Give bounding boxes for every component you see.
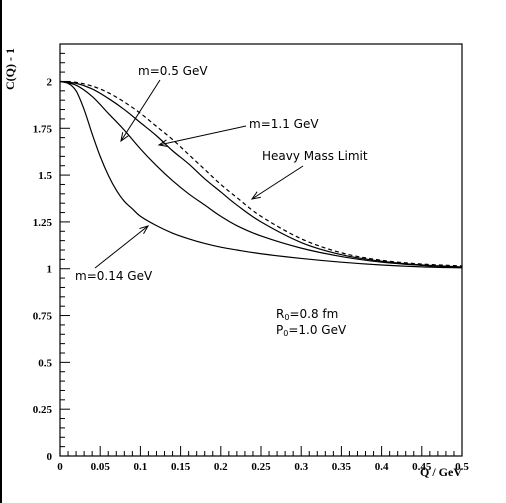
y-tick-label: 0.75 [33, 311, 53, 323]
arrowhead [157, 139, 168, 147]
param-p0: P0=1.0 GeV [276, 323, 347, 338]
params-block: R0=0.8 fm P0=1.0 GeV [276, 307, 347, 338]
annotation-m-1-1: m=1.1 GeV [249, 117, 319, 131]
y-tick-label: 1 [47, 264, 53, 276]
arrowhead [250, 191, 261, 200]
curve-heavy-mass-limit [59, 80, 463, 267]
x-tick-label: 0.2 [214, 461, 228, 473]
annotation-heavy-mass: Heavy Mass Limit [262, 149, 368, 163]
arrow-heavy-mass [251, 165, 304, 200]
arrow-m-0-14 [94, 225, 149, 269]
param-r0: R0=0.8 fm [276, 307, 338, 322]
y-tick-label: 1.75 [33, 123, 53, 135]
x-tick-label: 0.15 [171, 461, 191, 473]
y-tick-label: 0 [47, 451, 53, 463]
x-tick-label: 0.05 [91, 461, 111, 473]
annotation-m-0-14: m=0.14 GeV [75, 269, 153, 283]
frame-left-border [0, 0, 2, 503]
y-tick-label: 0.5 [38, 357, 52, 369]
x-tick-labels: 0 0.05 0.1 0.15 0.2 0.25 0.3 0.35 0.4 0.45 0.5 [57, 461, 469, 473]
plot-frame [59, 43, 463, 457]
x-tick-label: 0.5 [455, 461, 469, 473]
annotations: m=0.5 GeV m=1.1 GeV Heavy Mass Limit m=0… [75, 64, 368, 283]
x-axis-title: Q / GeV [420, 465, 462, 479]
curve-m-0-14 [59, 80, 463, 269]
y-tick-label: 2 [47, 76, 53, 88]
x-tick-label: 0.4 [375, 461, 389, 473]
arrowhead [120, 132, 129, 143]
curves [59, 80, 463, 269]
y-axis-title: C(Q) - 1 [3, 48, 17, 90]
curve-m-1-1 [59, 80, 463, 268]
x-tick-label: 0.35 [332, 461, 352, 473]
arrowhead [139, 225, 150, 235]
arrow-m-1-1 [158, 125, 247, 146]
curve-m-0-5 [59, 80, 463, 268]
y-tick-label: 0.25 [33, 404, 53, 416]
x-tick-label: 0.1 [134, 461, 148, 473]
y-tick-labels: 0 0.25 0.5 0.75 1 1.25 1.5 1.75 2 [33, 76, 53, 463]
tick-marks [59, 43, 463, 457]
arrowheads [120, 132, 261, 235]
x-tick-label: 0.25 [251, 461, 271, 473]
arrow-m-0-5 [120, 79, 161, 142]
y-tick-label: 1.5 [38, 170, 52, 182]
y-tick-label: 1.25 [33, 217, 53, 229]
annotation-m-0-5: m=0.5 GeV [138, 64, 208, 78]
x-tick-label: 0.3 [294, 461, 308, 473]
x-tick-label: 0 [57, 461, 63, 473]
x-tick-label: 0.45 [412, 461, 432, 473]
